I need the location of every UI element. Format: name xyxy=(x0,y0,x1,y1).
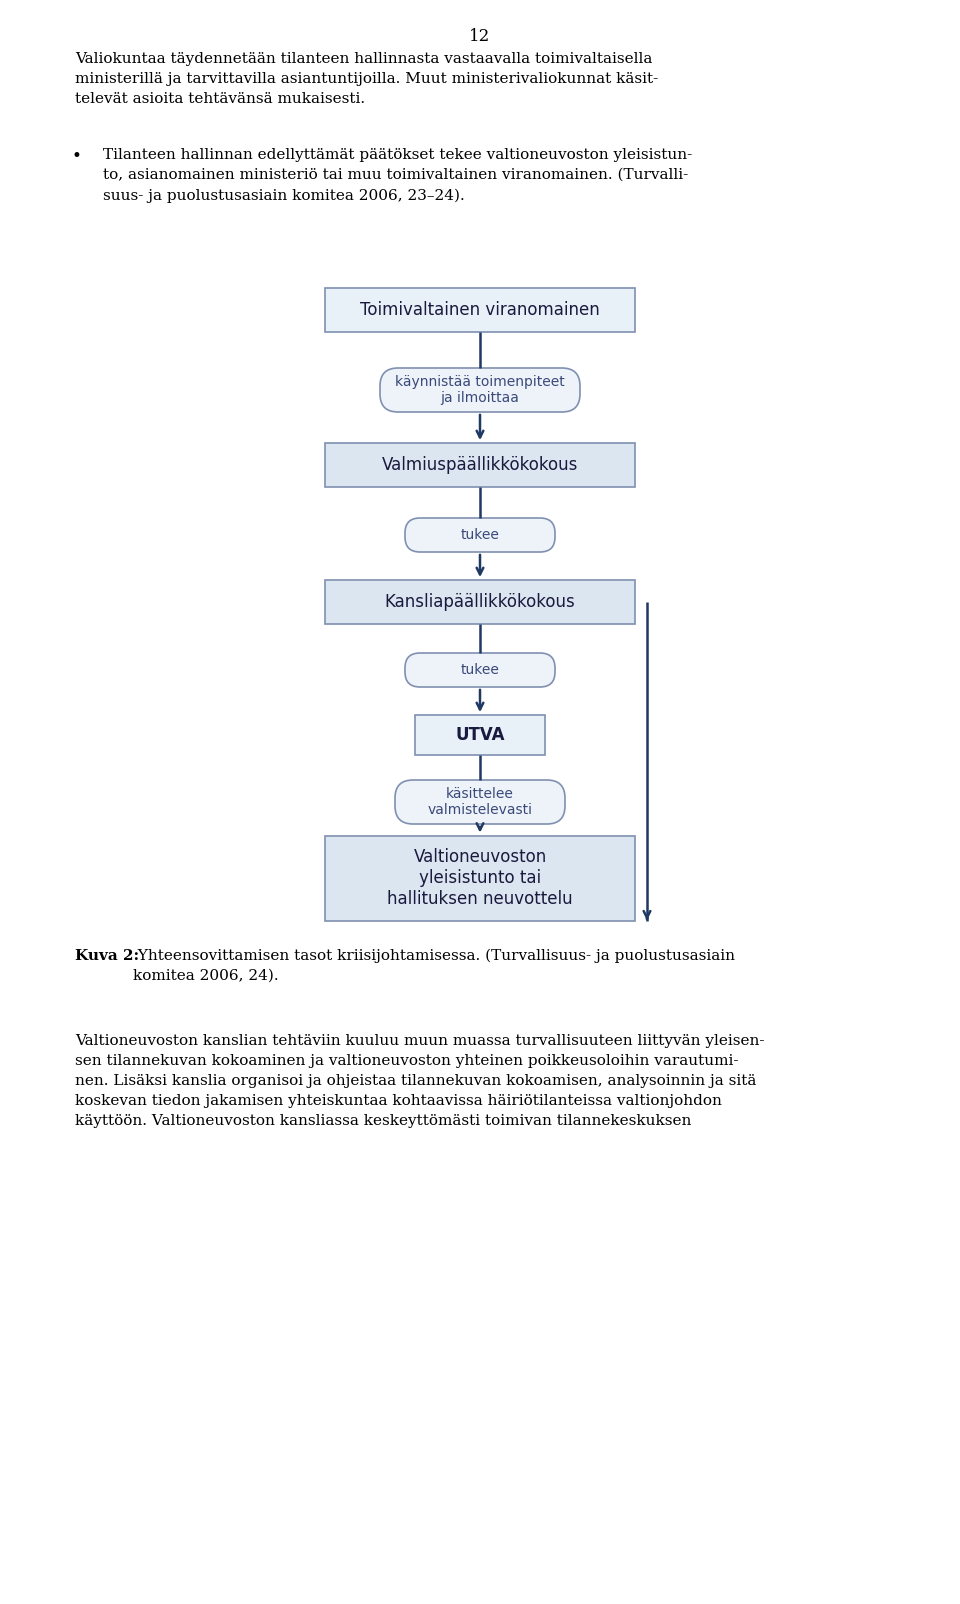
Text: Valmiuspäällikkökokous: Valmiuspäällikkökokous xyxy=(382,456,578,475)
Text: Valtioneuvoston
yleisistunto tai
hallituksen neuvottelu: Valtioneuvoston yleisistunto tai hallitu… xyxy=(387,849,573,908)
Text: Yhteensovittamisen tasot kriisijohtamisessa. (Turvallisuus- ja puolustusasiain
k: Yhteensovittamisen tasot kriisijohtamise… xyxy=(133,948,735,983)
Text: Valtioneuvoston kanslian tehtäviin kuuluu muun muassa turvallisuuteen liittyvän : Valtioneuvoston kanslian tehtäviin kuulu… xyxy=(75,1033,764,1128)
FancyBboxPatch shape xyxy=(325,581,635,624)
Text: Valiokuntaa täydennetään tilanteen hallinnasta vastaavalla toimivaltaisella
mini: Valiokuntaa täydennetään tilanteen halli… xyxy=(75,51,659,106)
FancyBboxPatch shape xyxy=(325,443,635,488)
FancyBboxPatch shape xyxy=(415,715,545,755)
Text: käsittelee
valmistelevasti: käsittelee valmistelevasti xyxy=(427,788,533,816)
Text: •: • xyxy=(72,148,82,165)
FancyBboxPatch shape xyxy=(405,518,555,552)
FancyBboxPatch shape xyxy=(405,653,555,687)
FancyBboxPatch shape xyxy=(380,367,580,412)
FancyBboxPatch shape xyxy=(395,780,565,824)
FancyBboxPatch shape xyxy=(325,836,635,921)
FancyBboxPatch shape xyxy=(325,289,635,332)
Text: tukee: tukee xyxy=(461,662,499,677)
Text: käynnistää toimenpiteet
ja ilmoittaa: käynnistää toimenpiteet ja ilmoittaa xyxy=(396,375,564,406)
Text: Toimivaltainen viranomainen: Toimivaltainen viranomainen xyxy=(360,302,600,319)
Text: Tilanteen hallinnan edellyttämät päätökset tekee valtioneuvoston yleisistun-
to,: Tilanteen hallinnan edellyttämät päätöks… xyxy=(103,148,692,202)
Text: UTVA: UTVA xyxy=(455,727,505,744)
Text: 12: 12 xyxy=(469,27,491,45)
Text: tukee: tukee xyxy=(461,528,499,542)
Text: Kuva 2:: Kuva 2: xyxy=(75,948,139,962)
Text: Kansliapäällikkökokous: Kansliapäällikkökokous xyxy=(385,593,575,611)
